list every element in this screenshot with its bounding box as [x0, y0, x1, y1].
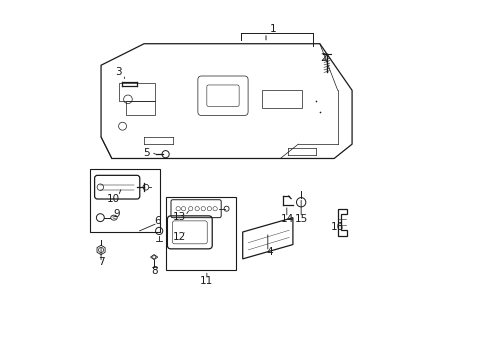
Text: 5: 5: [143, 148, 150, 158]
Text: 3: 3: [115, 67, 122, 77]
Text: 7: 7: [98, 257, 104, 267]
Text: 13: 13: [173, 212, 186, 221]
Text: 1: 1: [269, 24, 276, 35]
Text: 11: 11: [200, 276, 213, 286]
Text: 2: 2: [320, 53, 326, 63]
Text: 16: 16: [330, 222, 343, 231]
Text: 8: 8: [150, 266, 157, 276]
Text: 9: 9: [113, 209, 120, 219]
Text: 14: 14: [280, 215, 293, 224]
Text: 12: 12: [173, 232, 186, 242]
Text: 15: 15: [294, 215, 307, 224]
Text: 4: 4: [266, 247, 272, 257]
Text: 10: 10: [106, 194, 119, 204]
Text: 6: 6: [154, 216, 161, 226]
